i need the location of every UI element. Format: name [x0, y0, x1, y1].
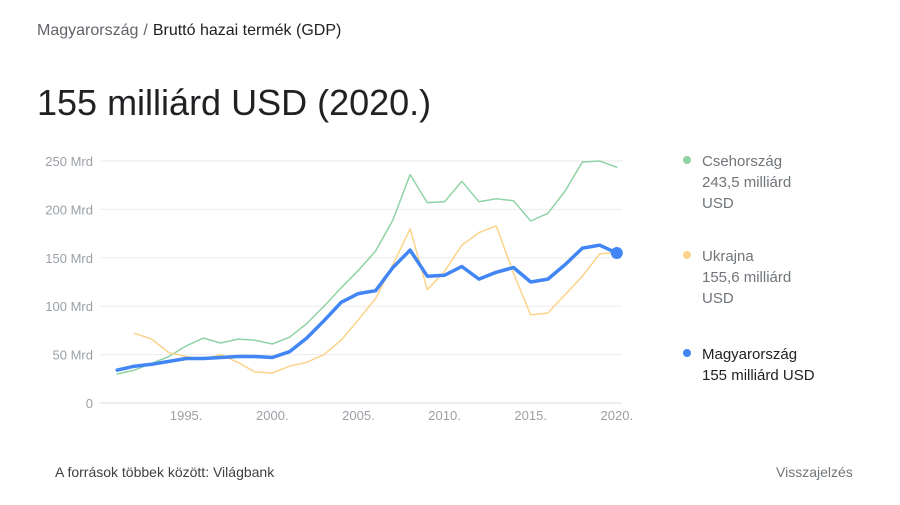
series-line-hungary: [115, 243, 619, 372]
legend-dot-ukraine: [683, 251, 691, 259]
breadcrumb-current: Bruttó hazai termék (GDP): [152, 22, 342, 39]
legend-text-ukraine: Ukrajna 155,6 milliárd USD: [702, 246, 883, 309]
y-tick-label: 250 Mrd: [45, 154, 93, 169]
legend-value-ukraine: 155,6 milliárd: [702, 269, 792, 286]
legend-text-czechia: Csehország 243,5 milliárd USD: [702, 151, 883, 214]
legend-label-ukraine: Ukrajna: [702, 248, 754, 265]
series-line-czechia: [116, 160, 618, 375]
feedback-link[interactable]: Visszajelzés: [776, 464, 853, 480]
y-tick-label: 0: [86, 396, 93, 411]
legend-label-czechia: Csehország: [702, 153, 783, 170]
legend-item-ukraine[interactable]: Ukrajna 155,6 milliárd USD: [683, 246, 883, 309]
breadcrumb-link-country[interactable]: Magyarország: [37, 22, 139, 39]
x-tick-label: 2000.: [256, 408, 289, 423]
x-tick-label: 2020.: [601, 408, 634, 423]
legend-value-hungary: 155 milliárd USD: [702, 367, 815, 384]
breadcrumb: Magyarország / Bruttó hazai termék (GDP): [37, 22, 341, 40]
legend-dot-czechia: [683, 156, 691, 164]
legend-value-czechia: 243,5 milliárd: [702, 174, 792, 191]
series-endpoint-hungary: [610, 246, 623, 259]
legend-dot-hungary: [683, 349, 691, 357]
x-tick-label: 1995.: [170, 408, 203, 423]
y-tick-label: 50 Mrd: [53, 348, 93, 363]
x-tick-label: 2010.: [428, 408, 461, 423]
legend-unit-czechia: USD: [702, 195, 734, 212]
breadcrumb-separator: /: [143, 22, 148, 39]
gdp-line-chart[interactable]: 0 50 Mrd 100 Mrd 150 Mrd 200 Mrd 250 Mrd 1995.…: [0, 140, 660, 440]
x-tick-label: 2015.: [514, 408, 547, 423]
y-tick-label: 200 Mrd: [45, 202, 93, 217]
legend-text-hungary: Magyarország 155 milliárd USD: [702, 344, 883, 386]
legend-label-hungary: Magyarország: [702, 346, 798, 363]
headline-value: 155 milliárd USD (2020.): [37, 82, 432, 123]
y-tick-label: 100 Mrd: [45, 299, 93, 314]
x-tick-label: 2005.: [342, 408, 375, 423]
legend-item-hungary[interactable]: Magyarország 155 milliárd USD: [683, 344, 883, 386]
series-line-ukraine: [133, 225, 618, 374]
source-note: A források többek között: Világbank: [55, 464, 275, 480]
y-tick-label: 150 Mrd: [45, 251, 93, 266]
legend-unit-ukraine: USD: [702, 290, 734, 307]
legend-item-czechia[interactable]: Csehország 243,5 milliárd USD: [683, 151, 883, 214]
